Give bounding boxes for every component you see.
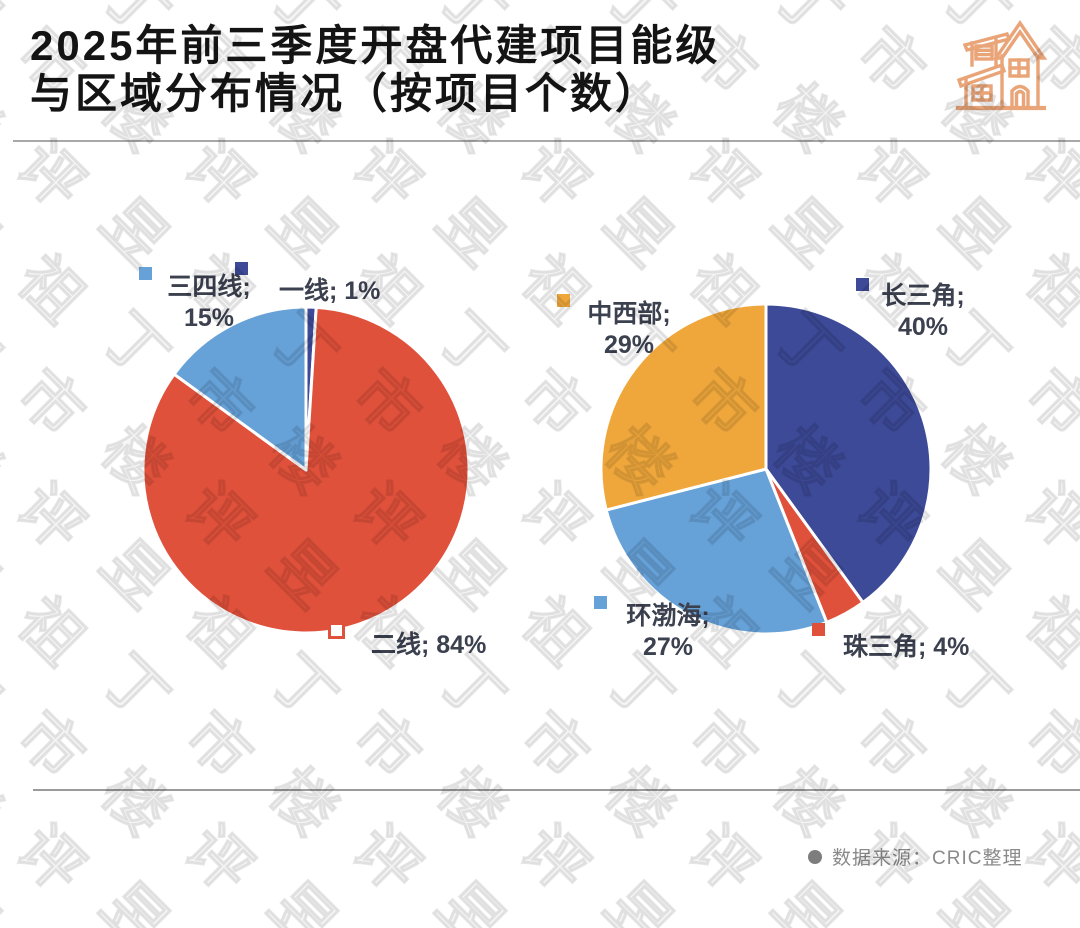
source-note-text: 数据来源：CRIC整理: [832, 848, 1023, 869]
label-环渤海: 环渤海; 27%: [558, 601, 778, 663]
label-value-中西部: 29%: [603, 331, 655, 359]
pie-slice-长三角: [764, 302, 933, 604]
legend-marker-三四线: [139, 267, 152, 280]
label-name-中西部: 中西部;: [587, 300, 671, 328]
page-title-line2: 与区域分布情况（按项目个数）: [30, 70, 661, 117]
label-value-长三角: 40%: [897, 313, 949, 341]
label-中西部: 中西部; 29%: [519, 299, 739, 361]
label-长三角: 长三角; 40%: [813, 281, 1033, 343]
pie-slice-三四线: [172, 305, 308, 472]
label-珠三角: 珠三角; 4%: [843, 633, 970, 661]
pie-slice-中西部: [599, 302, 768, 512]
legend-marker-珠三角: [812, 623, 825, 636]
label-一线: 一线; 1%: [279, 277, 381, 305]
label-value-环渤海: 27%: [642, 633, 694, 661]
label-value-三四线: 15%: [183, 304, 235, 332]
house-icon: [952, 12, 1048, 112]
legend-marker-一线: [235, 262, 248, 275]
label-name-环渤海: 环渤海;: [626, 602, 710, 630]
legend-marker-二线: [328, 622, 345, 639]
legend-marker-中西部: [557, 294, 570, 307]
project-tier-distribution-pie: [141, 305, 471, 635]
source-note: 数据来源：CRIC整理: [808, 843, 1022, 870]
label-name-长三角: 长三角;: [881, 282, 965, 310]
legend-marker-长三角: [856, 278, 869, 291]
title-divider: [13, 140, 1080, 142]
bullet-icon: [808, 849, 822, 864]
label-三四线: 三四线; 15%: [99, 272, 319, 334]
label-name-三四线: 三四线;: [167, 273, 251, 301]
label-二线: 二线; 84%: [371, 631, 487, 659]
pie-slice-环渤海: [604, 467, 829, 636]
page-title-line1: 2025年前三季度开盘代建项目能级: [30, 22, 721, 69]
legend-marker-环渤海: [594, 596, 607, 609]
project-region-distribution-pie: [599, 302, 933, 636]
footer-divider: [33, 789, 1080, 791]
page-title: 2025年前三季度开盘代建项目能级 与区域分布情况（按项目个数）: [30, 22, 930, 118]
